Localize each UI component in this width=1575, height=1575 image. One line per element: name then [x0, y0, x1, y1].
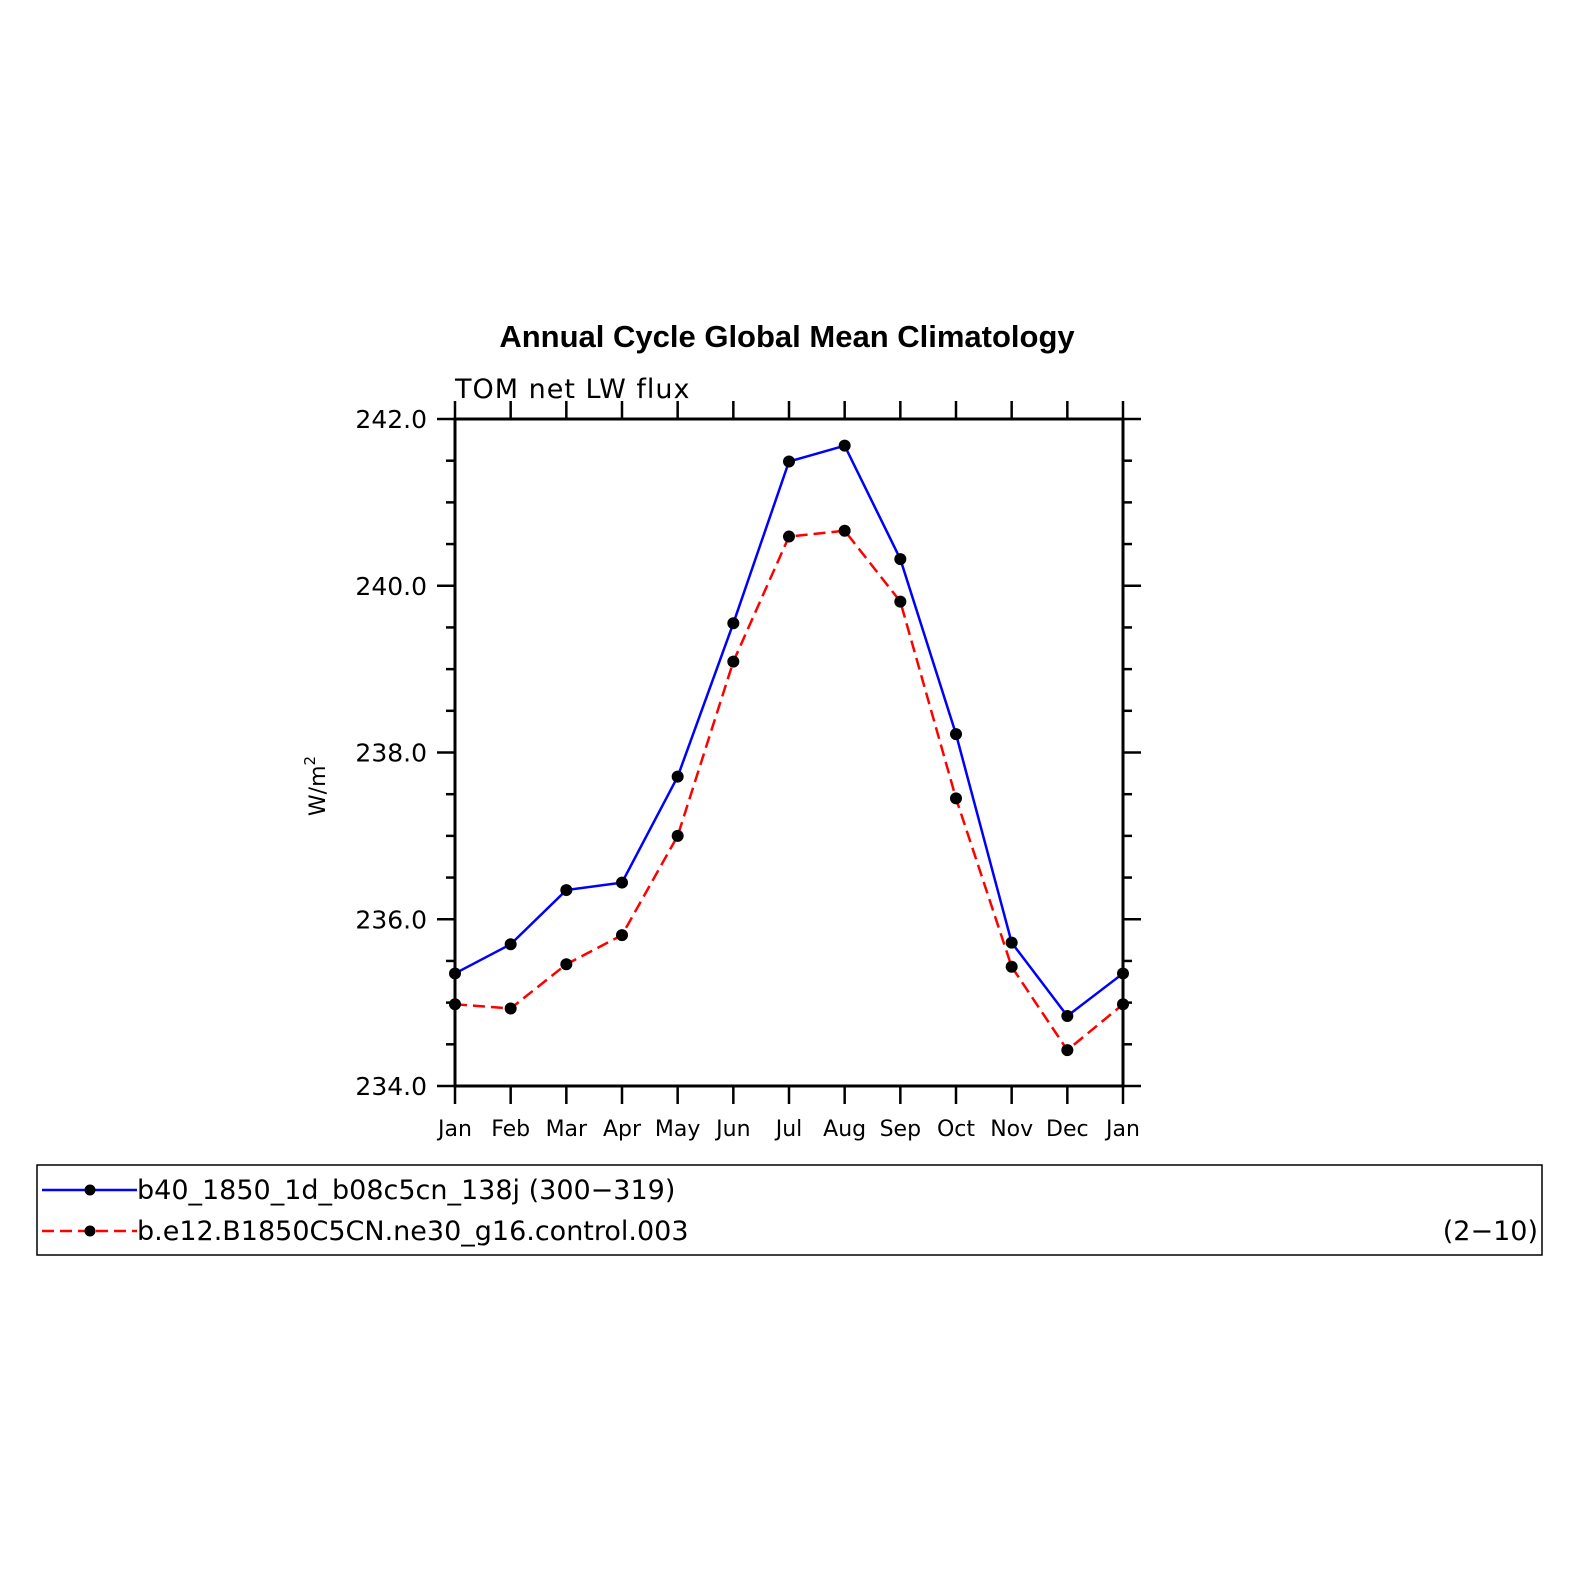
- data-point-series-2: [838, 524, 851, 537]
- data-point-series-1: [1005, 936, 1018, 949]
- x-tick-label: Jan: [1104, 1117, 1140, 1142]
- legend-marker-series-2: [84, 1225, 96, 1237]
- data-point-series-1: [504, 938, 517, 951]
- chart-title: Annual Cycle Global Mean Climatology: [499, 319, 1075, 354]
- series-layer: [449, 439, 1129, 1057]
- data-point-series-1: [727, 617, 740, 630]
- data-point-series-2: [894, 595, 907, 608]
- x-axis-ticks: Jan Feb Mar Apr May Jun Jul Aug Sep Oct Nov Dec Jan: [436, 401, 1140, 1142]
- chart-subtitle: TOM net LW flux: [454, 374, 690, 405]
- y-axis-label: W/m2: [301, 756, 331, 816]
- y-axis-label-main: W/m: [306, 765, 331, 816]
- x-tick-label: Nov: [990, 1117, 1033, 1142]
- data-point-series-1: [616, 876, 628, 889]
- x-tick-label: Jan: [436, 1117, 472, 1142]
- y-tick-label: 234.0: [355, 1072, 427, 1101]
- y-tick-label: 236.0: [355, 905, 427, 934]
- data-point-series-1: [449, 967, 461, 980]
- data-point-series-1: [671, 770, 684, 783]
- data-point-series-2: [560, 958, 573, 971]
- y-axis-ticks: 234.0 236.0 238.0 240.0 242.0: [355, 405, 1141, 1101]
- legend-marker-series-1: [84, 1184, 96, 1196]
- data-point-series-2: [1005, 960, 1018, 973]
- data-point-series-2: [671, 829, 684, 842]
- legend-label-series-1: b40_1850_1d_b08c5cn_138j (300−319): [137, 1175, 675, 1206]
- data-point-series-2: [449, 998, 461, 1011]
- data-point-series-2: [727, 655, 740, 668]
- x-tick-label: Aug: [823, 1117, 866, 1142]
- data-point-series-1: [783, 455, 795, 468]
- data-point-series-1: [1117, 967, 1129, 980]
- y-tick-label: 240.0: [355, 572, 427, 601]
- data-point-series-2: [504, 1002, 517, 1015]
- x-tick-label: Mar: [546, 1117, 588, 1142]
- data-point-series-1: [560, 884, 573, 897]
- y-tick-label: 238.0: [355, 739, 427, 768]
- data-point-series-1: [838, 439, 851, 452]
- y-axis-label-superscript: 2: [301, 756, 319, 766]
- plot-frame: [453, 417, 1125, 1088]
- x-tick-label: May: [655, 1117, 700, 1142]
- data-point-series-1: [894, 553, 907, 566]
- data-point-series-2: [1117, 998, 1129, 1011]
- data-point-series-1: [1061, 1009, 1074, 1022]
- x-tick-label: Jun: [714, 1117, 750, 1142]
- x-tick-label: Sep: [880, 1117, 921, 1142]
- x-tick-label: Apr: [603, 1117, 642, 1142]
- x-tick-label: Feb: [491, 1117, 530, 1142]
- x-tick-label: Jul: [774, 1117, 803, 1142]
- data-point-series-2: [950, 792, 962, 805]
- series-line-2: [454, 529, 1124, 1052]
- x-tick-label: Dec: [1046, 1117, 1089, 1142]
- legend: b40_1850_1d_b08c5cn_138j (300−319) b.e12…: [36, 1164, 1543, 1256]
- y-tick-label: 242.0: [355, 405, 427, 434]
- x-tick-label: Oct: [937, 1117, 975, 1142]
- legend-box: [36, 1164, 1543, 1256]
- legend-note: (2−10): [1443, 1216, 1538, 1247]
- data-point-series-2: [783, 530, 795, 543]
- data-point-series-2: [616, 929, 628, 942]
- legend-label-series-2: b.e12.B1850C5CN.ne30_g16.control.003: [137, 1216, 689, 1247]
- data-point-series-2: [1061, 1044, 1074, 1057]
- svg-text:W/m2: W/m2: [301, 756, 331, 816]
- data-point-series-1: [950, 728, 962, 741]
